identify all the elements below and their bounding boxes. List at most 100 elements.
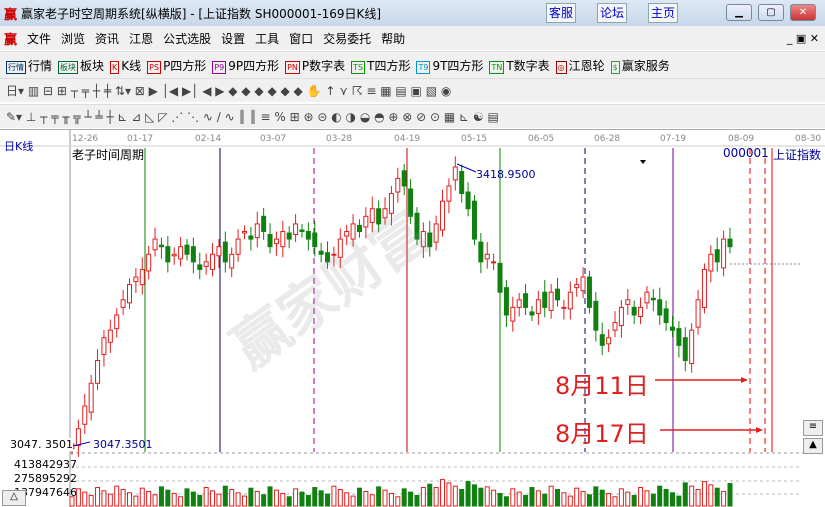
toolbar-item-5[interactable]: PN P数字表 (285, 57, 345, 74)
maximize-button[interactable]: ▢ (758, 4, 784, 21)
toolbar-item-2[interactable]: K K线 (110, 57, 141, 74)
date-label: 12-26 (72, 134, 98, 144)
menu-browse[interactable]: 浏览 (61, 31, 86, 46)
mdi-controls[interactable]: _ ▣ ✕ (786, 31, 819, 45)
volume-bar (388, 492, 394, 507)
toolbar-label: T四方形 (367, 58, 411, 73)
tool-icons[interactable]: 日▾ ▥ ⊟ ⊞ ┬ ╤ ┼ ╪ ⇅▾ ⊠ ▶ │◀ ▶│ ◀ ▶ ◆ ◆ ◆ … (6, 84, 452, 98)
menu-file[interactable]: 文件 (27, 31, 52, 46)
volume-bar (491, 489, 497, 507)
toolbar-item-3[interactable]: PS P四方形 (147, 57, 206, 74)
candle-body (708, 253, 714, 272)
candle-body (178, 246, 184, 260)
toolbar-item-8[interactable]: TN T数字表 (489, 57, 550, 74)
candle-body (440, 200, 446, 231)
volume-bar (369, 494, 375, 507)
candle-body (689, 329, 695, 365)
candle-body (133, 276, 139, 283)
candle-body (171, 253, 177, 257)
candle-body (216, 246, 222, 257)
toolbar-item-9[interactable]: ◎ 江恩轮 (555, 57, 605, 74)
minimize-button[interactable]: ▁ (726, 4, 752, 21)
expand-button[interactable]: △ (2, 490, 26, 506)
home-button[interactable]: 主页 (648, 3, 678, 23)
menu-help[interactable]: 帮助 (381, 31, 406, 46)
volume-bar (286, 496, 292, 507)
volume-bar (586, 494, 592, 507)
toolbar-item-6[interactable]: TS T四方形 (351, 57, 410, 74)
volume-bar (261, 494, 267, 507)
date-label: 06-28 (594, 134, 620, 144)
toolbar-item-7[interactable]: T9 9T四方形 (416, 57, 483, 74)
volume-bar (484, 486, 490, 507)
candle-body (523, 293, 529, 308)
volume-bar (267, 486, 273, 507)
volume-bar (95, 487, 101, 507)
volume-bar (325, 493, 331, 507)
candle-body (663, 308, 669, 324)
menu-tools[interactable]: 工具 (255, 31, 280, 46)
date-label: 03-07 (260, 134, 286, 144)
volume-bar (625, 491, 631, 507)
chart-area[interactable]: 12-26 01-17 02-14 03-07 03-28 04-19 05-15 06-05… (0, 129, 825, 507)
candle-body (152, 238, 158, 251)
scroll-up-button[interactable]: ≡ (803, 420, 823, 436)
forum-button[interactable]: 论坛 (597, 3, 627, 23)
volume-bar (433, 487, 439, 507)
toolbar-label: P数字表 (301, 58, 346, 73)
zoom-button[interactable]: ▲ (803, 438, 823, 454)
candle-body (414, 212, 420, 240)
volume-bar (701, 481, 707, 507)
volume-bar (222, 485, 228, 507)
menu-window[interactable]: 窗口 (289, 31, 314, 46)
toolbar-item-1[interactable]: 板块 板块 (58, 57, 104, 74)
candle-body (203, 261, 209, 267)
tool-icons-2[interactable]: ✎▾ ⊥ ┬ ╤ ╥ ╦ ┴ ╧ ┼ ⊾ ⊿ ◺ ◸ ⋰ ⋱ ∿ ∕ ∿ ║ ║… (6, 109, 499, 124)
volume-bar (663, 489, 669, 507)
candle-body (580, 276, 586, 292)
candle-body (82, 405, 88, 425)
toolbar-item-0[interactable]: 行情 行情 (6, 57, 52, 74)
candle-body (139, 268, 145, 286)
service-button[interactable]: 客服 (546, 3, 576, 23)
menu-gann[interactable]: 江恩 (129, 31, 154, 46)
candle-body (727, 238, 733, 248)
close-button[interactable]: ✕ (790, 4, 816, 21)
toolbar-icon: PN (285, 60, 300, 74)
volume-bar (158, 486, 164, 507)
menu-formula[interactable]: 公式选股 (163, 31, 212, 46)
volume-bar (82, 491, 88, 507)
volume-bar (216, 493, 222, 507)
volume-bar (657, 485, 663, 507)
candle-body (388, 193, 394, 214)
menu-bar: 赢 文件 浏览 资讯 江恩 公式选股 设置 工具 窗口 交易委托 帮助 _ ▣ … (0, 26, 825, 50)
volume-bar (682, 482, 688, 507)
candle-body (555, 288, 561, 301)
date-label: 08-30 (795, 134, 821, 144)
arrowhead-icon (741, 377, 748, 383)
candle-body (305, 231, 311, 240)
candle-body (190, 246, 196, 263)
candle-body (88, 382, 94, 413)
candle-body (241, 231, 247, 234)
menu-trade[interactable]: 交易委托 (323, 31, 372, 46)
toolbar-label: P四方形 (163, 58, 207, 73)
toolbar-icon: PS (147, 60, 162, 74)
menu-settings[interactable]: 设置 (221, 31, 246, 46)
volume-bar (114, 485, 120, 507)
volume-bar (510, 488, 516, 507)
volume-bar (305, 494, 311, 507)
candle-body (676, 328, 682, 346)
volume-bar (350, 495, 356, 507)
volume-bar (337, 489, 343, 507)
toolbar-item-10[interactable]: $ 赢家服务 (610, 57, 670, 74)
candle-body (210, 253, 216, 270)
kline-chart[interactable]: 12-26 01-17 02-14 03-07 03-28 04-19 05-15 06-05… (0, 130, 825, 507)
toolbar-item-4[interactable]: P9 9P四方形 (212, 57, 279, 74)
annotation-aug11: 8月11日 (555, 372, 649, 400)
volume-bar (452, 485, 458, 507)
candle-body (638, 306, 644, 317)
volume-bar (126, 492, 132, 507)
menu-news[interactable]: 资讯 (95, 31, 120, 46)
volume-bar (676, 495, 682, 507)
